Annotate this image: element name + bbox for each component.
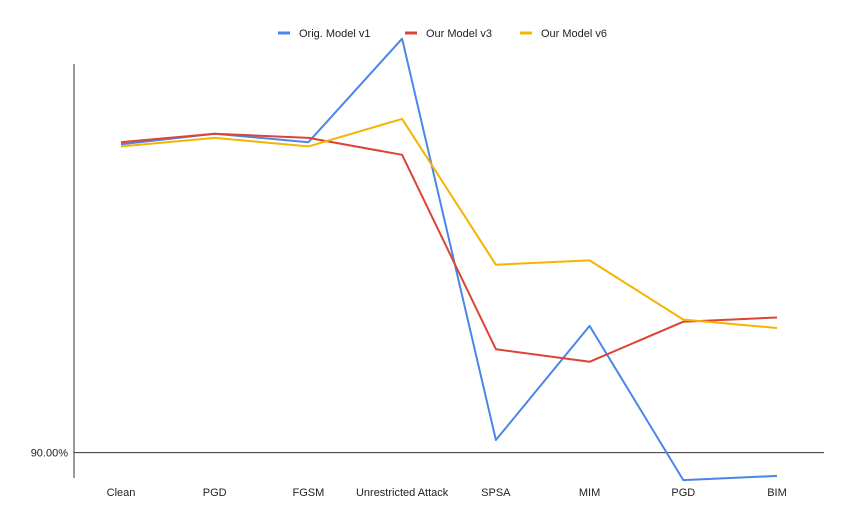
x-tick-label: PGD bbox=[203, 487, 227, 499]
series-line-1 bbox=[120, 37, 778, 482]
x-tick-label: PGD bbox=[671, 487, 695, 499]
legend-item: Our Model v6 bbox=[520, 28, 607, 40]
legend-item: Our Model v3 bbox=[405, 28, 492, 40]
y-tick-label: 90.00% bbox=[31, 448, 69, 460]
x-tick-label: Clean bbox=[107, 487, 136, 499]
x-tick-label: SPSA bbox=[481, 487, 511, 499]
legend: Orig. Model v1 Our Model v3 Our Model v6 bbox=[278, 28, 607, 40]
x-tick-label: Unrestricted Attack bbox=[356, 487, 449, 499]
x-tick-label: BIM bbox=[767, 487, 787, 499]
x-tick-labels: Clean PGD FGSM Unrestricted Attack SPSA MIM PG… bbox=[107, 487, 787, 499]
x-tick-label: MIM bbox=[579, 487, 600, 499]
series-line-3 bbox=[120, 117, 778, 329]
legend-label: Orig. Model v1 bbox=[299, 28, 371, 40]
series-lines bbox=[120, 37, 778, 482]
legend-label: Our Model v6 bbox=[541, 28, 607, 40]
x-tick-label: FGSM bbox=[293, 487, 325, 499]
legend-item: Orig. Model v1 bbox=[278, 28, 371, 40]
y-tick-labels: 90.00% bbox=[31, 448, 69, 460]
series-line-2 bbox=[120, 132, 778, 363]
legend-label: Our Model v3 bbox=[426, 28, 492, 40]
